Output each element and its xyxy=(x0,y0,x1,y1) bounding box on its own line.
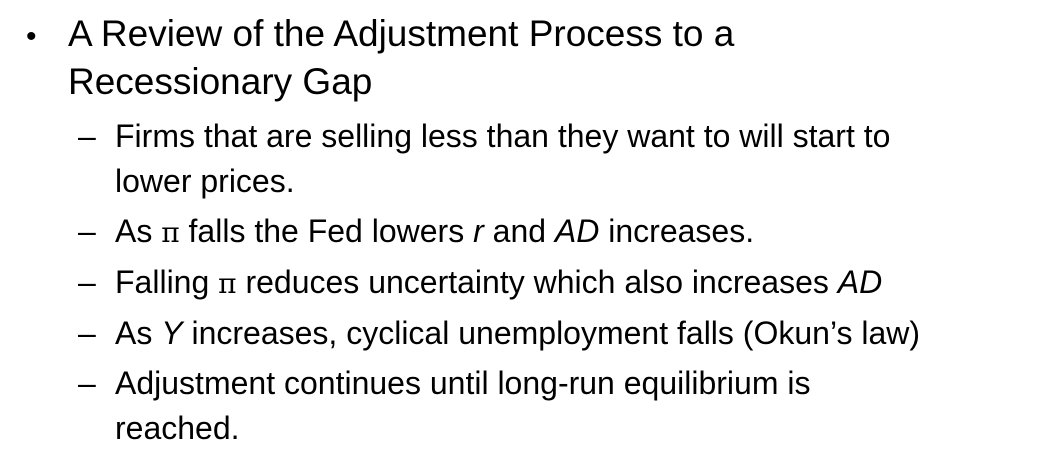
heading-line-2: Recessionary Gap xyxy=(68,61,373,102)
sub-bullet-text: increases. xyxy=(599,213,755,249)
sub-bullet-text: As xyxy=(115,315,162,351)
dash-icon: – xyxy=(78,213,96,249)
dash-icon: – xyxy=(78,118,96,154)
aggregate-demand-symbol: AD xyxy=(554,213,600,249)
sub-bullet-text: falls the Fed lowers xyxy=(179,213,474,249)
main-bullet-point: • A Review of the Adjustment Process to … xyxy=(26,10,1026,106)
sub-bullet-line: reached. xyxy=(115,410,240,446)
pi-symbol: π xyxy=(218,267,237,300)
sub-bullet-line: lower prices. xyxy=(115,163,295,199)
output-symbol: Y xyxy=(161,315,183,351)
sub-bullet-text: and xyxy=(483,213,555,249)
bullet-icon: • xyxy=(26,20,37,53)
interest-rate-symbol: r xyxy=(473,213,484,249)
sub-bullet-line: Firms that are selling less than they wa… xyxy=(115,118,891,154)
sub-bullet-text: As xyxy=(115,213,162,249)
sub-bullet-item: – Adjustment continues until long-run eq… xyxy=(78,361,1028,451)
sub-bullet-item: – Falling π reduces uncertainty which al… xyxy=(78,260,1028,306)
sub-bullet-text: reduces uncertainty which also increases xyxy=(236,264,838,300)
sub-bullet-line: Adjustment continues until long-run equi… xyxy=(115,365,811,401)
sub-bullet-item: – As Y increases, cyclical unemployment … xyxy=(78,311,1028,356)
sub-bullet-text: increases, cyclical unemployment falls (… xyxy=(182,315,921,351)
slide-heading: A Review of the Adjustment Process to a … xyxy=(68,10,1026,106)
aggregate-demand-symbol: AD xyxy=(837,264,883,300)
dash-icon: – xyxy=(78,315,96,351)
sub-bullet-item: – As π falls the Fed lowers r and AD inc… xyxy=(78,209,1028,255)
dash-icon: – xyxy=(78,264,96,300)
pi-symbol: π xyxy=(161,216,180,249)
heading-line-1: A Review of the Adjustment Process to a xyxy=(68,13,735,54)
sub-bullet-text: Falling xyxy=(115,264,219,300)
dash-icon: – xyxy=(78,365,96,401)
sub-bullet-item: – Firms that are selling less than they … xyxy=(78,114,1028,204)
sub-bullet-list: – Firms that are selling less than they … xyxy=(78,114,1028,451)
